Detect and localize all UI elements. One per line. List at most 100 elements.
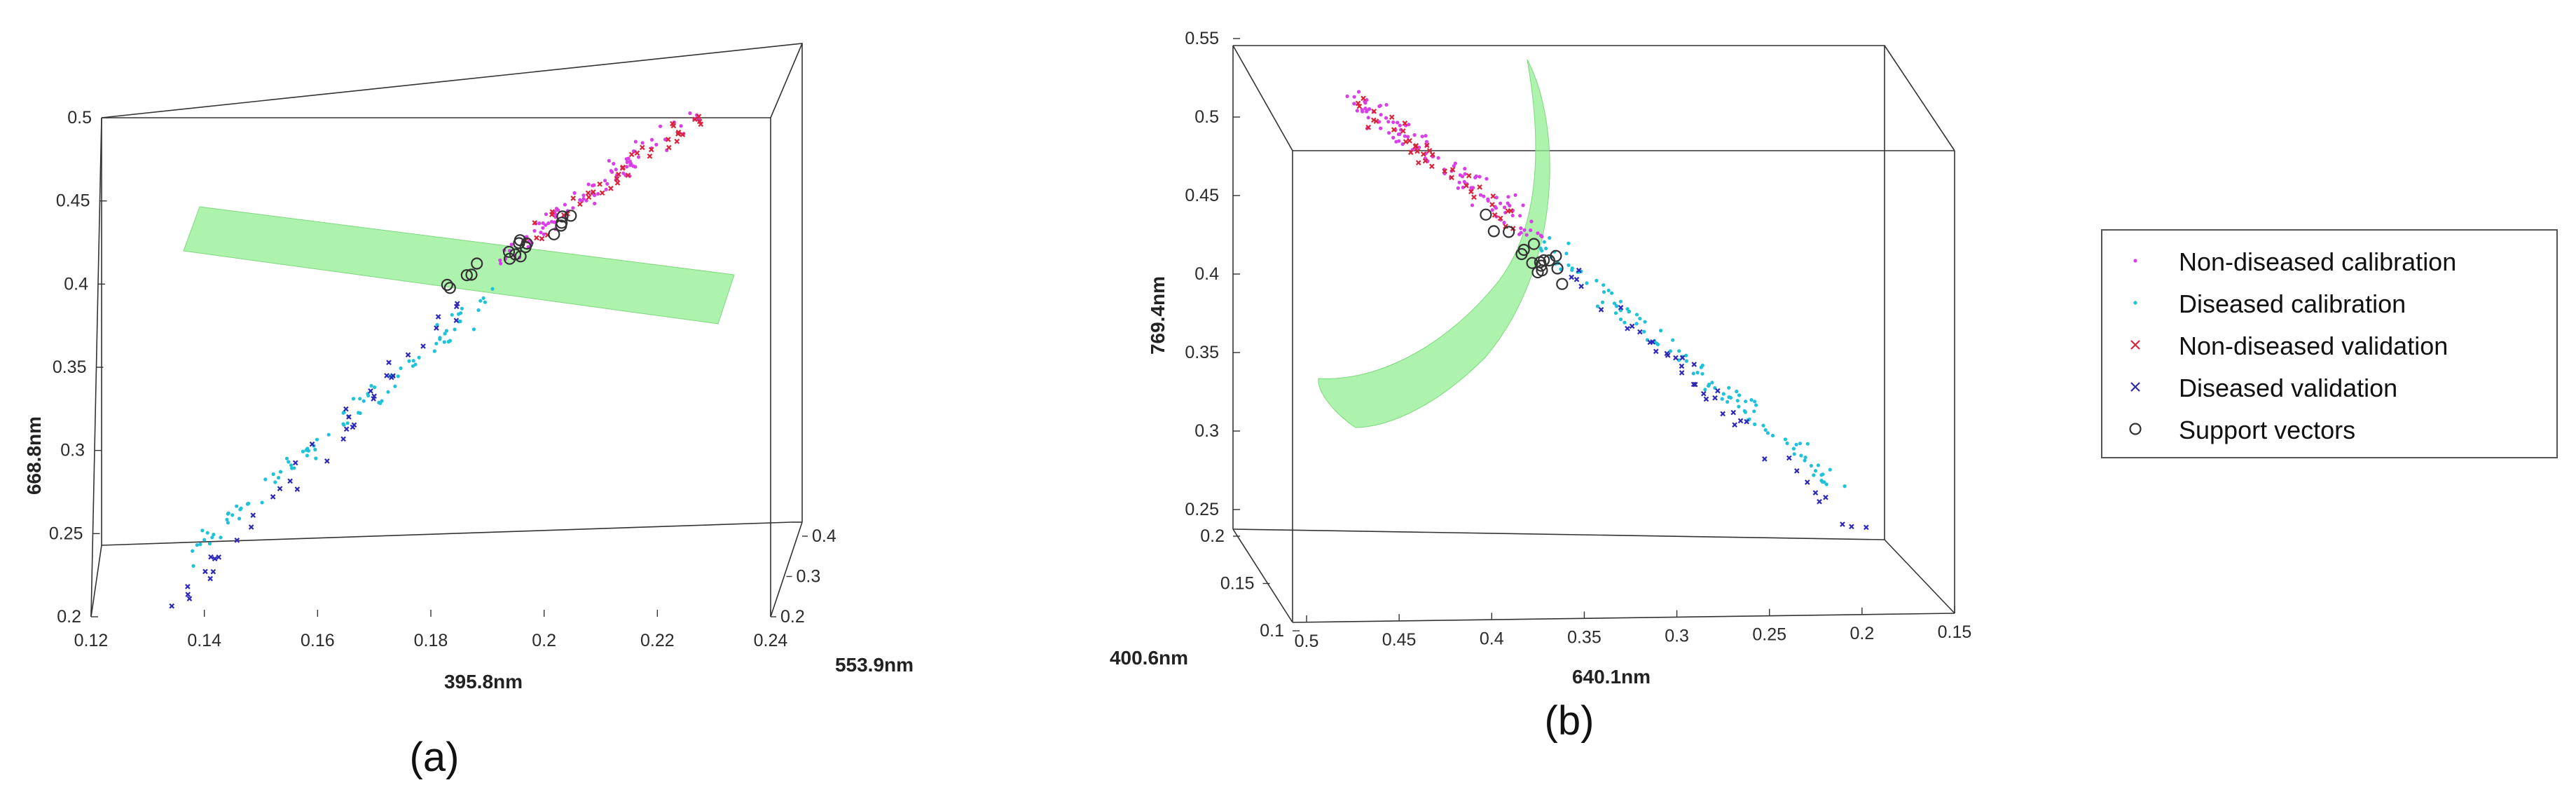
data-point — [1486, 197, 1490, 201]
data-point — [675, 131, 681, 137]
data-point — [198, 542, 202, 547]
data-point — [1794, 468, 1800, 474]
data-point — [1387, 131, 1391, 135]
data-point — [277, 486, 283, 491]
data-point — [1564, 252, 1569, 256]
data-point — [314, 456, 318, 460]
data-point — [553, 214, 558, 219]
data-point — [441, 278, 453, 291]
data-point — [619, 165, 626, 171]
data-point — [301, 449, 305, 453]
data-point — [1403, 134, 1407, 138]
data-point — [342, 410, 346, 415]
data-point — [1585, 281, 1589, 285]
data-point — [1389, 114, 1395, 120]
data-point — [212, 556, 218, 561]
data-point — [309, 441, 315, 447]
data-point — [1521, 203, 1525, 207]
legend-label: Non-diseased validation — [2179, 332, 2448, 360]
z-tick-label: 0.5 — [67, 108, 92, 128]
data-point — [169, 603, 175, 609]
panel-a-top-right-depth — [770, 43, 803, 118]
circle-marker-icon — [2129, 423, 2142, 435]
panel-b-front-bottom — [1292, 613, 1955, 623]
data-point — [1737, 418, 1744, 424]
panel-b-depth-br — [1884, 539, 1955, 614]
data-point — [1786, 455, 1792, 461]
data-point — [1783, 437, 1787, 442]
data-point — [1420, 135, 1424, 139]
data-point — [556, 217, 568, 229]
data-point — [1618, 318, 1623, 322]
data-point — [1510, 213, 1515, 218]
data-point — [502, 245, 516, 258]
data-point — [481, 296, 485, 300]
data-point — [1503, 205, 1507, 210]
data-point — [471, 327, 476, 332]
data-point — [1462, 179, 1466, 184]
data-point — [581, 193, 586, 198]
data-point — [386, 390, 390, 394]
data-point — [1618, 305, 1624, 310]
data-point — [361, 399, 366, 403]
y-tick-label: 0.2 — [780, 607, 805, 627]
data-point — [1534, 256, 1546, 268]
data-point — [212, 533, 216, 537]
data-point — [1371, 109, 1377, 114]
data-point — [1637, 329, 1643, 335]
data-point — [389, 374, 394, 381]
data-point — [450, 313, 454, 317]
data-point — [674, 138, 680, 144]
data-point — [1726, 400, 1730, 404]
data-point — [1519, 231, 1523, 235]
data-point — [1412, 133, 1417, 137]
data-point — [1737, 393, 1742, 397]
data-point — [1720, 411, 1726, 417]
x-tick-label: 0.16 — [301, 631, 335, 650]
data-point — [1692, 381, 1698, 388]
data-point — [1730, 409, 1737, 416]
data-point — [1625, 325, 1630, 332]
data-point — [1812, 473, 1816, 477]
panel-b-points — [1345, 90, 1869, 531]
data-point — [1407, 137, 1412, 144]
data-point — [1542, 240, 1546, 244]
legend-item-diseased_validation: Diseased validation — [2130, 374, 2397, 402]
panel-a-decision-plane — [183, 206, 735, 325]
data-point — [1518, 214, 1522, 218]
data-point — [185, 592, 191, 597]
data-point — [1744, 400, 1748, 404]
data-point — [305, 453, 309, 458]
data-point — [1625, 307, 1630, 311]
data-point — [278, 470, 283, 474]
data-point — [1849, 524, 1854, 530]
data-point — [287, 478, 293, 484]
data-point — [1691, 362, 1697, 367]
panel-b-chart: 0.25 0.3 0.35 0.4 0.45 0.5 0.55 0.5 0.45 0.4 0.35 0… — [1110, 29, 1971, 744]
data-point — [207, 575, 213, 582]
data-point — [366, 393, 371, 398]
panel-a-bottom-left-depth — [90, 545, 102, 617]
data-point — [237, 517, 242, 521]
data-point — [654, 142, 659, 146]
circle-marker-icon-shape — [2129, 423, 2142, 435]
data-point — [1728, 395, 1733, 400]
data-point — [696, 118, 703, 125]
data-point — [273, 480, 277, 484]
data-point — [1365, 109, 1369, 114]
x-tick-label: 0.25 — [1752, 625, 1786, 645]
panel-b-back-wall — [1233, 45, 1885, 540]
data-point — [1463, 183, 1469, 189]
data-point — [378, 401, 383, 405]
data-point — [628, 151, 635, 158]
data-point — [1556, 278, 1569, 290]
data-point — [549, 209, 556, 214]
data-point — [342, 423, 346, 427]
series-non_diseased_validation — [523, 114, 704, 244]
x-tick-label: 0.24 — [754, 631, 788, 650]
data-point — [1513, 193, 1517, 197]
data-point — [586, 182, 591, 186]
data-point — [453, 303, 460, 310]
data-point — [1695, 371, 1700, 375]
